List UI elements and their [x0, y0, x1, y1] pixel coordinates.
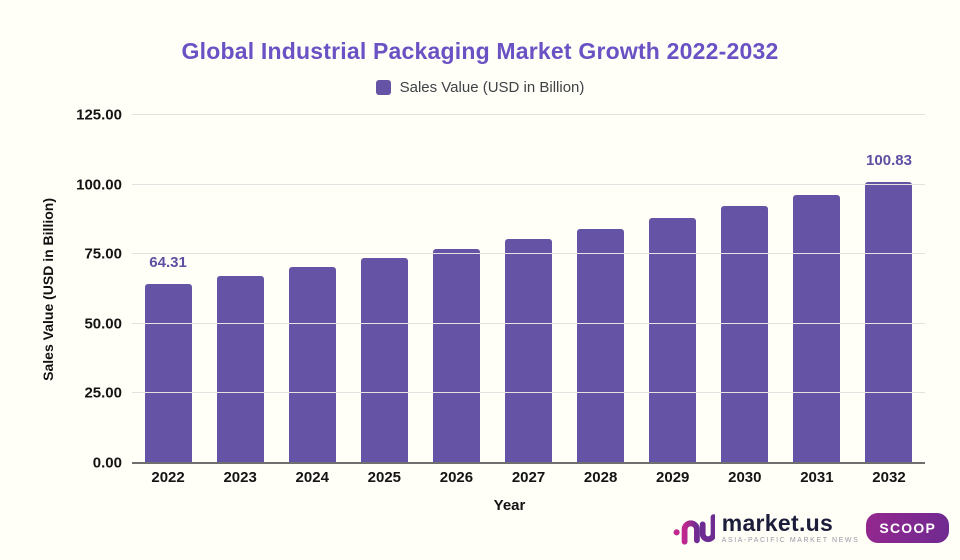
- bar-2030: [721, 206, 769, 463]
- bar-value-label: 100.83: [866, 152, 912, 170]
- y-tick-label: 25.00: [84, 384, 122, 402]
- bar-slot: [204, 115, 276, 463]
- bar-slot: [348, 115, 420, 463]
- bar-2024: [288, 267, 336, 463]
- bar-slot: [637, 115, 709, 463]
- x-tick-label: 2022: [151, 469, 185, 486]
- x-tick-label: 2023: [223, 469, 257, 486]
- chart-title: Global Industrial Packaging Market Growt…: [181, 38, 779, 64]
- brand-name: market.us: [721, 510, 834, 536]
- bar-slot: [276, 115, 348, 463]
- legend-label: Sales Value (USD in Billion): [399, 79, 585, 96]
- scoop-badge: SCOOP: [866, 513, 949, 543]
- x-axis-line: [132, 462, 925, 464]
- gridline: [132, 322, 925, 324]
- bar-2023: [216, 275, 264, 463]
- y-tick-label: 75.00: [84, 245, 122, 263]
- bar-2032: [865, 182, 913, 463]
- x-tick-label: 2026: [439, 469, 474, 486]
- y-tick-label: 0.00: [92, 454, 122, 472]
- x-axis-title: Year: [493, 497, 526, 514]
- x-tick-label: 2029: [656, 469, 690, 486]
- bar-slot: [781, 115, 853, 463]
- gridline: [132, 392, 925, 394]
- x-axis-labels: 2022 2023 2024 2025 2026 2027 2028 2029 2030 2031…: [132, 469, 925, 486]
- bar-slot: 64.31: [132, 115, 204, 463]
- bar-2028: [577, 228, 625, 463]
- legend: Sales Value (USD in Billion): [0, 79, 960, 96]
- plot-area: 64.31 100.83: [132, 114, 925, 464]
- x-tick-label: 2024: [295, 469, 329, 486]
- y-tick-label: 50.00: [84, 315, 122, 333]
- x-tick-label: 2032: [872, 469, 906, 486]
- y-tick-label: 125.00: [76, 106, 122, 124]
- brand-logo: market.us ASIA-PACIFIC MARKET NEWS SCOOP: [673, 510, 949, 546]
- bar-slot: [709, 115, 781, 463]
- bar-2022: [144, 283, 192, 463]
- brand-text-block: market.us ASIA-PACIFIC MARKET NEWS: [721, 510, 860, 545]
- bar-2025: [360, 258, 408, 463]
- bar-2026: [432, 248, 480, 463]
- legend-swatch-icon: [375, 80, 391, 95]
- bar-2031: [793, 194, 841, 463]
- gridline: [132, 114, 925, 115]
- gridline: [132, 183, 925, 185]
- x-tick-label: 2030: [728, 469, 762, 486]
- bars: 64.31 100.83: [132, 115, 925, 463]
- bar-slot: [492, 115, 564, 463]
- bar-value-label: 64.31: [149, 253, 187, 271]
- bar-slot: [565, 115, 637, 463]
- bar-slot: 100.83: [853, 115, 925, 463]
- brand-tagline: ASIA-PACIFIC MARKET NEWS: [721, 537, 860, 544]
- bar-slot: [420, 115, 492, 463]
- x-tick-label: 2028: [583, 469, 618, 486]
- x-tick-label: 2027: [511, 469, 546, 486]
- x-tick-label: 2031: [800, 469, 834, 486]
- marketus-logo-icon: [673, 514, 715, 545]
- y-axis-labels: 0.00 25.00 50.00 75.00 100.00 125.00: [0, 107, 122, 472]
- bar-2027: [505, 238, 553, 463]
- gridline: [132, 253, 925, 255]
- bar-2029: [649, 217, 697, 463]
- x-tick-label: 2025: [367, 469, 402, 486]
- y-tick-label: 100.00: [76, 176, 122, 194]
